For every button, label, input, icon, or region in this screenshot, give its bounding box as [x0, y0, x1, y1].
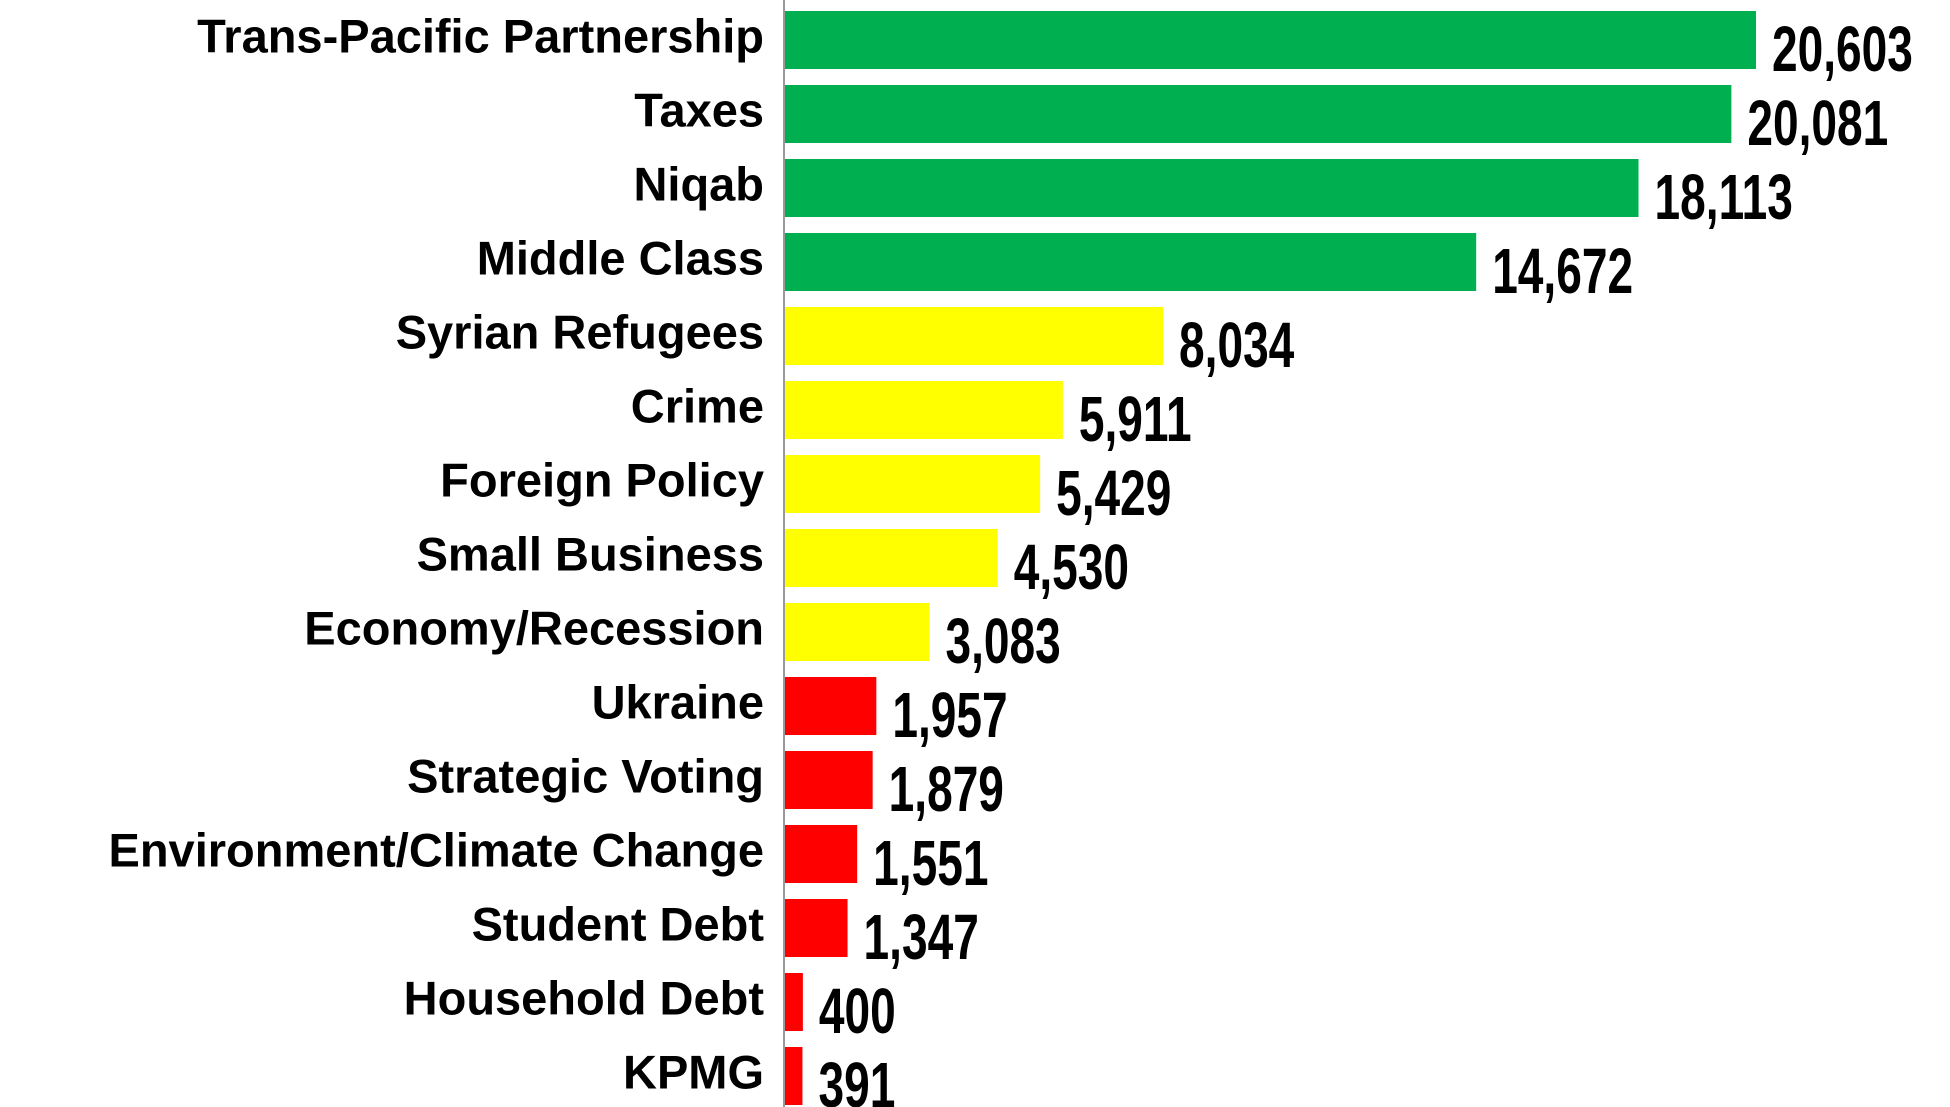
value-label: 5,429: [1056, 458, 1171, 529]
value-label: 400: [819, 976, 896, 1047]
category-label: Syrian Refugees: [396, 305, 764, 358]
bar: [784, 307, 1164, 365]
value-label: 3,083: [945, 606, 1060, 677]
category-label: Middle Class: [477, 231, 764, 284]
category-label: Student Debt: [472, 897, 765, 950]
value-label: 20,081: [1747, 88, 1888, 159]
category-label: KPMG: [623, 1045, 764, 1098]
category-label: Environment/Climate Change: [109, 823, 765, 876]
value-label: 1,879: [889, 754, 1004, 825]
value-label: 1,551: [873, 828, 988, 899]
category-label: Economy/Recession: [304, 601, 764, 654]
value-label: 14,672: [1492, 236, 1633, 307]
bar: [784, 603, 930, 661]
bar: [784, 677, 877, 735]
value-label: 391: [818, 1050, 895, 1107]
bar: [784, 11, 1756, 69]
bar: [784, 381, 1063, 439]
bar: [784, 159, 1639, 217]
bar: [784, 455, 1041, 513]
bar: [784, 899, 848, 957]
category-label: Trans-Pacific Partnership: [197, 9, 764, 62]
bar: [784, 751, 873, 809]
value-label: 20,603: [1772, 14, 1913, 85]
category-label: Foreign Policy: [440, 453, 764, 506]
category-label: Taxes: [634, 83, 764, 136]
bar: [784, 85, 1732, 143]
category-label: Small Business: [417, 527, 764, 580]
category-label: Strategic Voting: [407, 749, 764, 802]
category-label: Household Debt: [404, 971, 765, 1024]
value-label: 18,113: [1655, 162, 1793, 233]
category-label: Crime: [631, 379, 764, 432]
value-label: 8,034: [1179, 310, 1294, 381]
value-label: 5,911: [1079, 384, 1192, 455]
value-label: 1,957: [892, 680, 1007, 751]
value-label: 1,347: [864, 902, 979, 973]
bar: [784, 1047, 803, 1105]
category-label: Niqab: [633, 157, 764, 210]
value-label: 4,530: [1014, 532, 1129, 603]
bar: [784, 973, 803, 1031]
bar: [784, 825, 858, 883]
category-label: Ukraine: [592, 675, 764, 728]
bar: [784, 529, 998, 587]
bar: [784, 233, 1477, 291]
